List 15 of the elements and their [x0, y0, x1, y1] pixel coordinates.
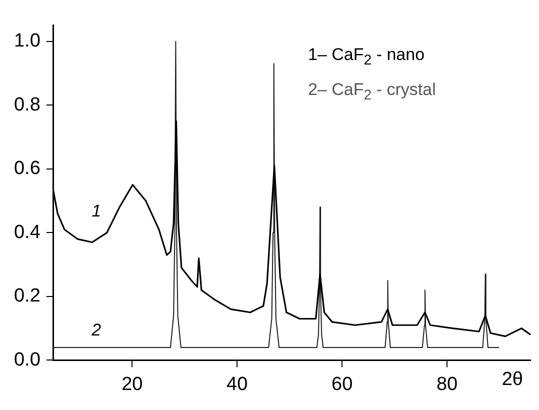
x-tick-label: 40 [226, 374, 248, 395]
y-tick-label: 0.6 [14, 158, 40, 180]
annotation: 2– CaF$_{2}$ - crystal [308, 79, 436, 106]
x-tick-label: 80 [436, 374, 458, 395]
annotation: 1– CaF$_{2}$ - nano [308, 44, 426, 70]
series-label: 1 [92, 201, 102, 220]
y-tick-label: 0.8 [14, 94, 40, 116]
y-tick-label: 1.0 [14, 30, 40, 52]
series-label: 2 [90, 320, 102, 340]
y-tick-label: 0.2 [14, 286, 40, 307]
y-tick-label: 0.0 [14, 349, 40, 370]
x-axis-title: 2θ [502, 368, 523, 390]
y-tick-label: 0.4 [14, 222, 41, 243]
x-tick-label: 20 [122, 374, 143, 395]
x-tick-label: 60 [331, 374, 353, 395]
